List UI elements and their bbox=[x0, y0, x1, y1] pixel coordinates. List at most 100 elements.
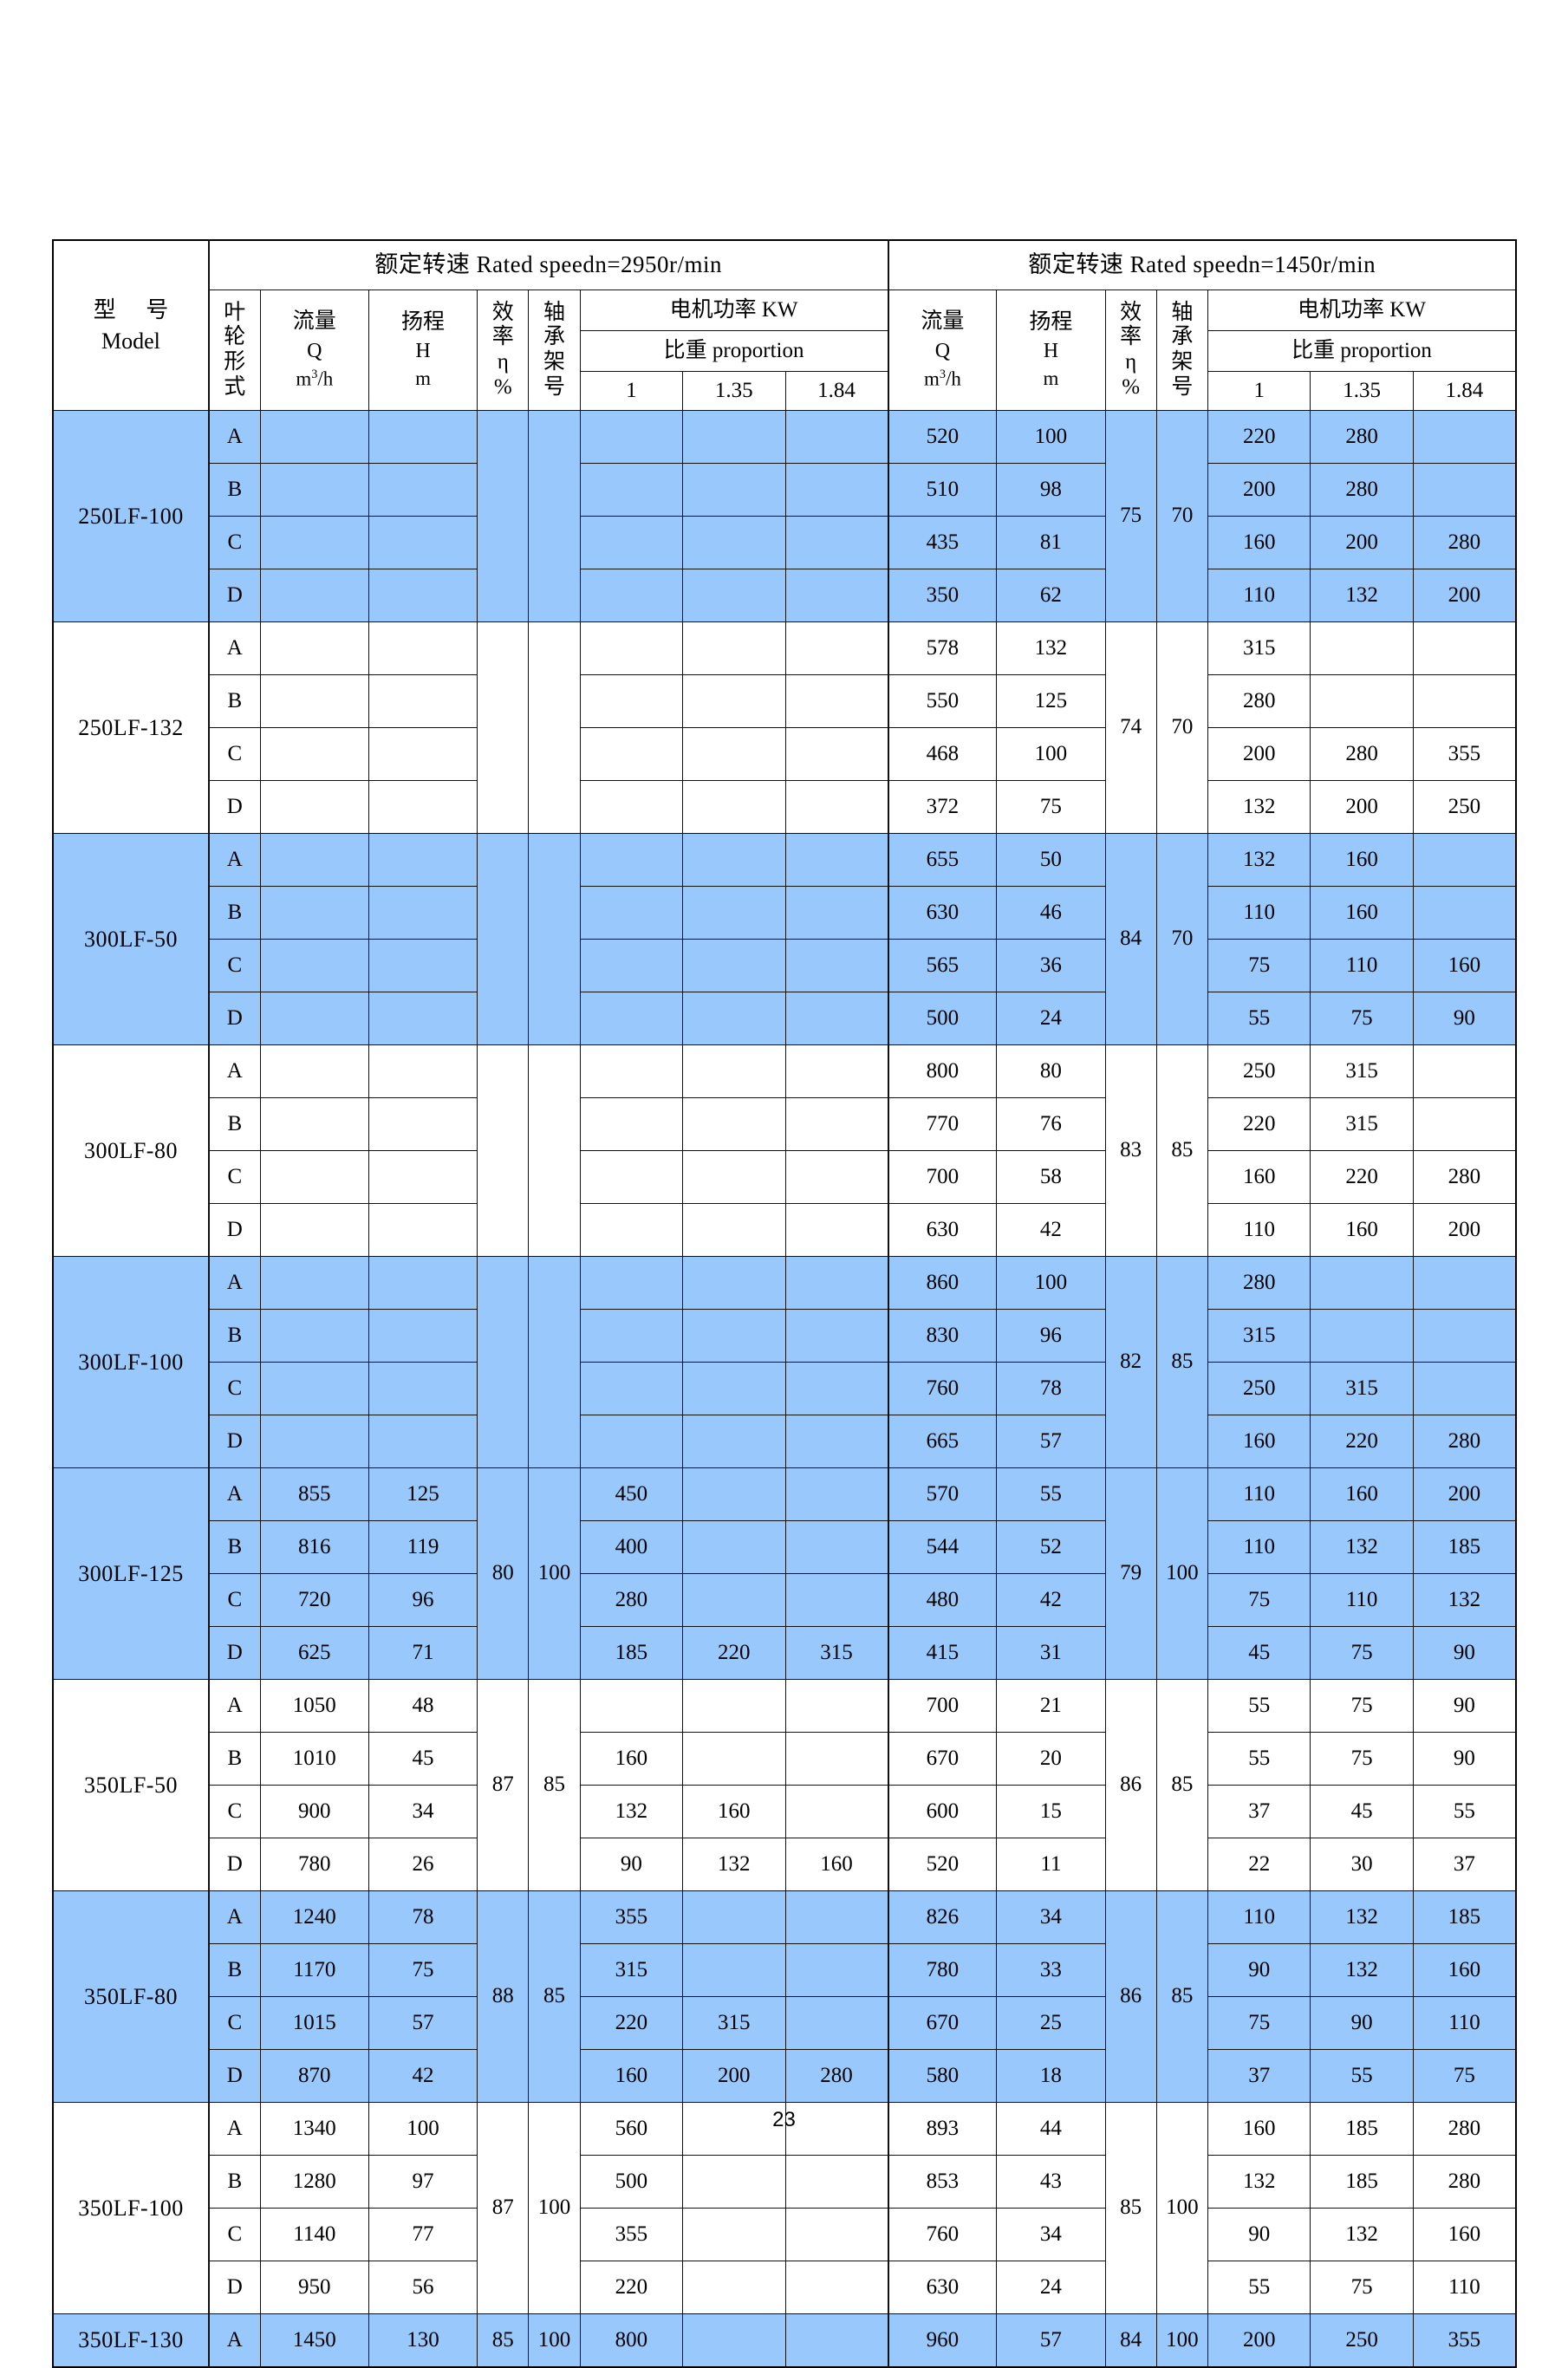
head-1450: 98 bbox=[996, 463, 1106, 517]
head-2950 bbox=[368, 463, 478, 517]
power-2950-ratio-135 bbox=[682, 1573, 786, 1627]
power-1450-ratio-1: 55 bbox=[1207, 1732, 1311, 1786]
head-2950: 45 bbox=[368, 1732, 478, 1786]
power-2950-ratio-184 bbox=[784, 1044, 889, 1098]
model-name: 300LF-80 bbox=[52, 1044, 210, 1257]
power-2950-ratio-184 bbox=[784, 886, 889, 940]
power-1450-ratio-184 bbox=[1412, 833, 1517, 887]
flow-1450: 510 bbox=[887, 463, 998, 517]
power-2950-ratio-135 bbox=[682, 1415, 786, 1468]
impeller-type: C bbox=[207, 1996, 261, 2050]
power-2950-ratio-135 bbox=[682, 1362, 786, 1415]
power-1450-ratio-1: 315 bbox=[1207, 621, 1311, 675]
power-2950-ratio-1 bbox=[579, 992, 684, 1045]
power-2950-ratio-184 bbox=[784, 1520, 889, 1574]
pump-specification-table: 型 号 Model 额定转速 Rated speedn=2950r/min 额定… bbox=[52, 239, 1517, 2368]
power-2950-ratio-1 bbox=[579, 516, 684, 569]
power-1450-ratio-184: 200 bbox=[1412, 1203, 1517, 1257]
power-1450-ratio-1: 110 bbox=[1207, 1890, 1311, 1944]
power-1450-ratio-1: 45 bbox=[1207, 1626, 1311, 1680]
power-1450-ratio-184: 90 bbox=[1412, 1679, 1517, 1733]
pump-spec-table-container: 型 号 Model 额定转速 Rated speedn=2950r/min 额定… bbox=[52, 239, 1517, 2368]
power-2950-ratio-135 bbox=[682, 569, 786, 622]
head-2950 bbox=[368, 569, 478, 622]
power-1450-ratio-1: 280 bbox=[1207, 1256, 1311, 1310]
table-row: C 720 96 280 480 42 75 110 132 bbox=[53, 1573, 1517, 1627]
power-2950-ratio-184: 160 bbox=[784, 1838, 889, 1891]
power-1450-ratio-135: 132 bbox=[1310, 2208, 1414, 2261]
power-1450-ratio-184 bbox=[1412, 621, 1517, 675]
head-1450: 100 bbox=[996, 727, 1106, 781]
power-2950-ratio-1: 160 bbox=[579, 1732, 684, 1786]
head-1450: 42 bbox=[996, 1573, 1106, 1627]
power-1450-ratio-184: 132 bbox=[1412, 1573, 1517, 1627]
flow-2950 bbox=[259, 1309, 369, 1363]
impeller-type: A bbox=[207, 833, 261, 887]
impeller-type: B bbox=[207, 674, 261, 728]
power-2950-ratio-184 bbox=[784, 2208, 889, 2261]
table-row: D 500 24 55 75 90 bbox=[53, 992, 1517, 1045]
flow-1450: 435 bbox=[887, 516, 998, 569]
head-1450: 55 bbox=[996, 1467, 1106, 1521]
bearing-2950: 85 bbox=[528, 1679, 581, 1891]
flow-1450: 600 bbox=[887, 1785, 998, 1838]
header-flow-1450: 流量 Q m3/h bbox=[887, 289, 998, 411]
power-1450-ratio-184 bbox=[1412, 410, 1517, 464]
flow-1450: 500 bbox=[887, 992, 998, 1045]
power-2950-ratio-1 bbox=[579, 463, 684, 517]
page-root: 型 号 Model 额定转速 Rated speedn=2950r/min 额定… bbox=[52, 239, 1517, 2368]
impeller-type: C bbox=[207, 1573, 261, 1627]
head-2950: 77 bbox=[368, 2208, 478, 2261]
impeller-type: C bbox=[207, 516, 261, 569]
power-1450-ratio-184: 280 bbox=[1412, 516, 1517, 569]
flow-1450: 350 bbox=[887, 569, 998, 622]
bearing-2950 bbox=[528, 1044, 581, 1257]
model-name: 250LF-100 bbox=[52, 410, 210, 622]
head-1450: 100 bbox=[996, 410, 1106, 464]
head-2950: 78 bbox=[368, 1890, 478, 1944]
head-2950 bbox=[368, 674, 478, 728]
table-row: 250LF-132 A 578 132 74 70 315 bbox=[52, 621, 1517, 834]
head-1450: 15 bbox=[996, 1785, 1106, 1838]
impeller-type: C bbox=[207, 1150, 261, 1204]
head-2950: 57 bbox=[368, 1996, 478, 2050]
bearing-1450: 70 bbox=[1155, 833, 1208, 1045]
flow-2950 bbox=[259, 780, 369, 834]
efficiency-2950 bbox=[477, 833, 530, 1045]
head-2950 bbox=[368, 833, 478, 887]
power-1450-ratio-135: 55 bbox=[1310, 2049, 1414, 2103]
table-header: 型 号 Model 额定转速 Rated speedn=2950r/min 额定… bbox=[52, 239, 1517, 411]
power-2950-ratio-184 bbox=[784, 410, 889, 464]
header-motor-power-2950: 电机功率 KW bbox=[579, 289, 889, 331]
bearing-1450: 85 bbox=[1155, 1044, 1208, 1257]
header-proportion-1450: 比重 proportion bbox=[1207, 330, 1517, 372]
bearing-2950 bbox=[528, 621, 581, 834]
power-2950-ratio-184 bbox=[784, 727, 889, 781]
table-row: C 1140 77 355 760 34 90 132 160 bbox=[53, 2208, 1517, 2261]
power-1450-ratio-184: 75 bbox=[1412, 2049, 1517, 2103]
power-2950-ratio-1 bbox=[579, 1203, 684, 1257]
efficiency-2950 bbox=[477, 410, 530, 622]
power-1450-ratio-135 bbox=[1310, 621, 1414, 675]
impeller-type: B bbox=[207, 2155, 261, 2209]
power-1450-ratio-184 bbox=[1412, 1309, 1517, 1363]
head-2950 bbox=[368, 621, 478, 675]
power-1450-ratio-135: 185 bbox=[1310, 2155, 1414, 2209]
head-2950 bbox=[368, 1203, 478, 1257]
power-1450-ratio-135: 160 bbox=[1310, 1467, 1414, 1521]
power-1450-ratio-1: 110 bbox=[1207, 1467, 1311, 1521]
power-2950-ratio-1: 450 bbox=[579, 1467, 684, 1521]
head-1450: 100 bbox=[996, 1256, 1106, 1310]
power-1450-ratio-184 bbox=[1412, 1256, 1517, 1310]
head-2950 bbox=[368, 1362, 478, 1415]
table-row: D 780 26 90 132 160 520 11 22 30 37 bbox=[53, 1838, 1517, 1891]
efficiency-1450: 86 bbox=[1104, 1679, 1157, 1891]
head-2950: 71 bbox=[368, 1626, 478, 1680]
head-2950 bbox=[368, 1150, 478, 1204]
power-2950-ratio-184 bbox=[784, 2313, 889, 2368]
table-row: B 630 46 110 160 bbox=[53, 886, 1517, 940]
power-2950-ratio-1: 560 bbox=[579, 2102, 684, 2156]
power-1450-ratio-1: 110 bbox=[1207, 886, 1311, 940]
power-1450-ratio-184: 185 bbox=[1412, 1520, 1517, 1574]
power-2950-ratio-184 bbox=[784, 1256, 889, 1310]
